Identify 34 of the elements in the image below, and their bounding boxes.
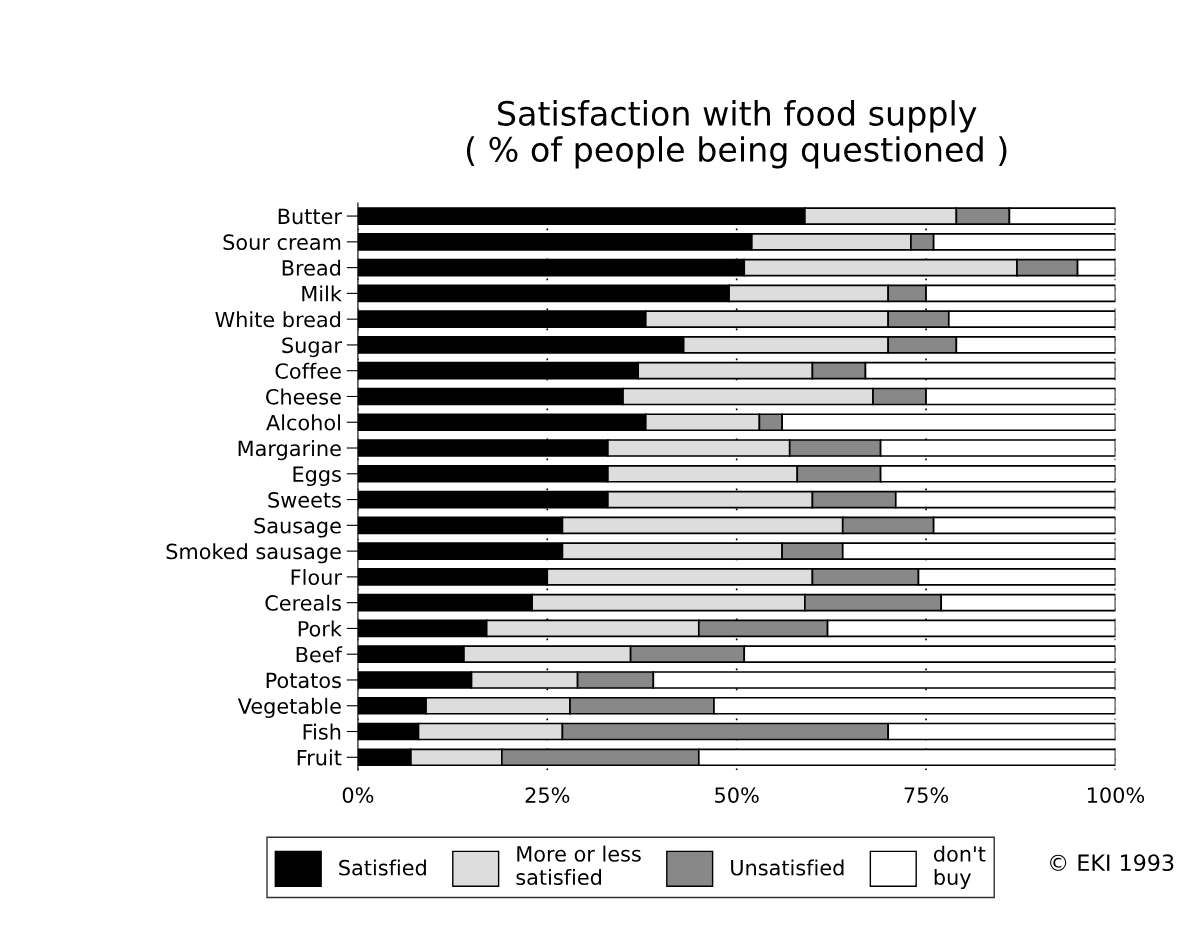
y-tick-label: Potatos (266, 672, 341, 689)
y-tick-label: Beef (296, 646, 343, 663)
y-tick-label: Coffee (275, 362, 341, 379)
x-tick-label: 25% (525, 787, 570, 803)
chart-title: Satisfaction with food supply (498, 100, 977, 133)
y-tick-label: Cheese (266, 388, 341, 405)
y-tick-label: Vegetable (237, 697, 341, 718)
y-tick-label: Smoked sausage (166, 543, 341, 564)
legend-label: don't buy (933, 845, 986, 890)
y-tick-label: Bread (282, 259, 341, 276)
x-tick-label: 0% (342, 787, 374, 803)
y-tick-label: Fish (303, 723, 341, 740)
x-tick-label: 75% (904, 787, 949, 803)
y-tick-label: Sausage (254, 517, 341, 538)
legend-label: More or less satisfied (516, 845, 641, 886)
legend-label: Satisfied (339, 859, 426, 876)
legend-label: Unsatisfied (731, 859, 844, 876)
y-tick-label: Fruit (297, 749, 342, 766)
y-tick-label: White bread (215, 311, 341, 328)
chart-subtitle: ( % of people being questioned ) (466, 136, 1007, 169)
y-tick-label: Sweets (268, 492, 341, 508)
y-tick-label: Margarine (238, 440, 341, 461)
y-tick-label: Butter (278, 208, 342, 225)
y-tick-label: Alcohol (266, 414, 340, 431)
y-tick-label: Flour (291, 568, 342, 586)
y-tick-label: Eggs (293, 466, 341, 487)
y-tick-label: Cereals (265, 594, 341, 611)
y-tick-label: Sugar (282, 337, 342, 358)
y-tick-label: Milk (302, 285, 342, 302)
y-tick-label: Pork (298, 620, 342, 637)
text: © EKI 1993 (1050, 854, 1174, 872)
x-tick-label: 100% (1087, 787, 1145, 803)
x-tick-label: 50% (715, 787, 759, 803)
y-tick-label: Sour cream (223, 234, 341, 251)
